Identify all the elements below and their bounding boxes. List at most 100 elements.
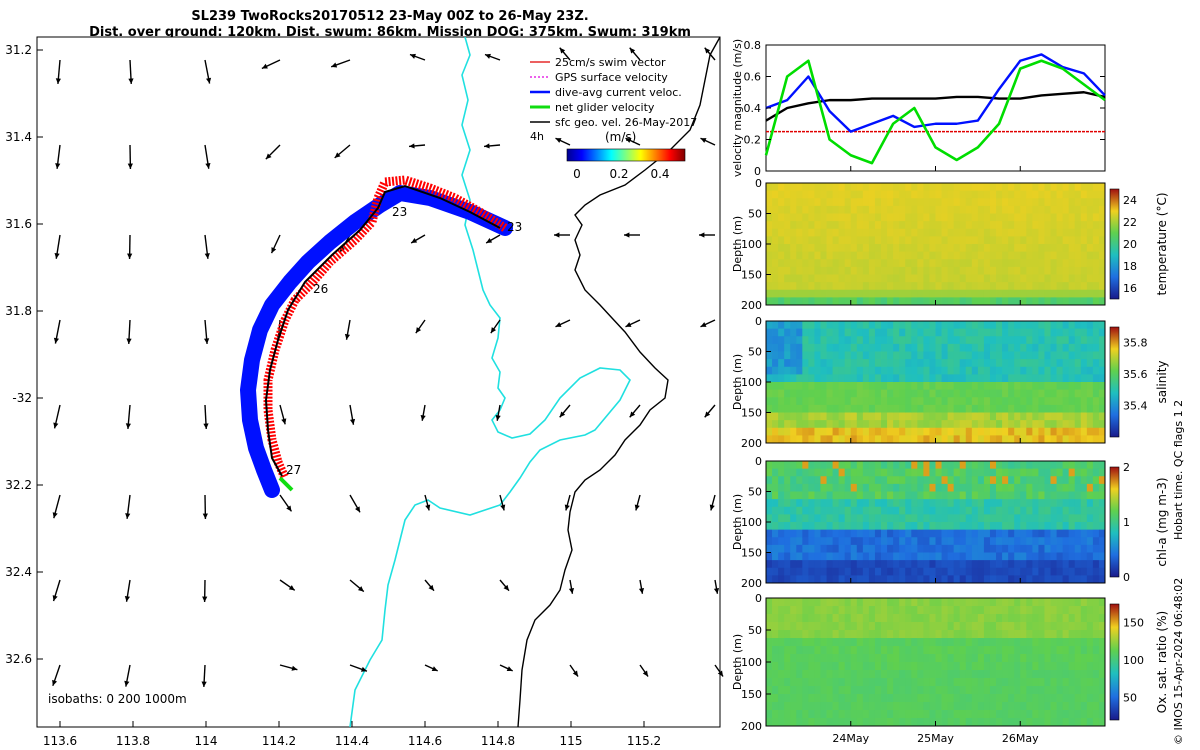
colorbar-tick-label: 0 [1123, 571, 1130, 584]
heatmap-cell [814, 461, 821, 470]
heatmap-cell [1092, 183, 1100, 192]
legend-label: net glider velocity [555, 101, 655, 114]
heatmap-cell [868, 427, 876, 436]
heatmap-cell [1044, 560, 1051, 569]
heatmap-cell [971, 397, 979, 406]
heatmap-cell [887, 686, 894, 695]
heatmap-cell [778, 622, 785, 631]
heatmap-cell [959, 404, 967, 413]
heatmap-cell [1068, 297, 1076, 306]
heatmap-cell [814, 686, 821, 695]
heatmap-cell [989, 321, 997, 330]
heatmap-cell [911, 412, 918, 421]
heatmap-cell [778, 506, 785, 515]
heatmap-cell [766, 366, 773, 375]
heatmap-cell [977, 522, 985, 531]
heatmap-cell [947, 190, 955, 199]
heatmap-cell [790, 351, 797, 360]
heatmap-cell [1098, 343, 1106, 352]
heatmap-cell [1056, 491, 1064, 500]
track-day-label: 23 [507, 220, 522, 234]
heatmap-cell [923, 514, 930, 523]
heatmap-cell [844, 499, 852, 508]
heatmap-cell [814, 259, 821, 268]
heatmap-cell [856, 259, 864, 268]
heatmap-cell [772, 427, 779, 436]
heatmap-cell [899, 297, 906, 306]
heatmap-cell [941, 506, 948, 515]
heatmap-cell [1074, 274, 1082, 283]
heatmap-cell [911, 614, 918, 623]
velocity-arrow [201, 664, 207, 688]
heatmap-cell [1068, 213, 1076, 222]
heatmap-cell [1050, 622, 1057, 631]
heatmap-cell [820, 544, 827, 553]
heatmap-cell [923, 205, 930, 214]
heatmap-cell [796, 282, 803, 291]
heatmap-cell [808, 282, 815, 291]
heatmap-cell [1044, 282, 1051, 291]
heatmap-cell [838, 544, 846, 553]
heatmap-cell [850, 506, 858, 515]
heatmap-cell [784, 491, 791, 500]
heatmap-cell [935, 382, 942, 391]
heatmap-cell [838, 412, 846, 421]
heatmap-cell [887, 483, 894, 492]
heatmap-cell [941, 289, 948, 298]
heatmap-cell [1032, 468, 1039, 477]
heatmap-cell [796, 552, 803, 561]
heatmap-cell [1026, 461, 1033, 470]
heatmap-cell [862, 544, 870, 553]
heatmap-cell [1008, 366, 1015, 375]
arrow-head [484, 143, 490, 149]
velocity-arrow [279, 579, 296, 591]
heatmap-cell [790, 622, 797, 631]
heatmap-cell [959, 359, 967, 368]
heatmap-cell [1044, 397, 1051, 406]
heatmap-cell [844, 506, 852, 515]
heatmap-cell [850, 259, 858, 268]
heatmap-cell [959, 598, 967, 607]
heatmap-cell [1074, 336, 1082, 345]
depth-tick-label: 150 [741, 407, 762, 420]
heatmap-cell [1044, 213, 1051, 222]
heatmap-cell [1092, 359, 1100, 368]
heatmap-cell [965, 662, 973, 671]
velocity-arrow [279, 664, 298, 671]
heatmap-cell [1044, 522, 1051, 531]
heatmap-cell [1080, 718, 1088, 727]
heatmap-cell [1092, 476, 1100, 485]
velocity-arrow [125, 494, 131, 519]
heatmap-cell [1002, 427, 1009, 436]
heatmap-cell [1068, 567, 1076, 576]
heatmap-cell [971, 614, 979, 623]
heatmap-cell [899, 274, 906, 283]
heatmap-cell [1020, 412, 1027, 421]
heatmap-cell [965, 297, 973, 306]
heatmap-cell [1062, 412, 1070, 421]
heatmap-cell [1086, 427, 1094, 436]
heatmap-cell [772, 654, 779, 663]
heatmap-cell [1080, 190, 1088, 199]
heatmap-cell [1074, 575, 1082, 584]
heatmap-cell [989, 468, 997, 477]
heatmap-cell [844, 575, 852, 584]
heatmap-cell [796, 529, 803, 538]
depth-tick-label: 0 [755, 315, 762, 328]
heatmap-cell [923, 435, 930, 444]
heatmap-cell [1008, 289, 1015, 298]
heatmap-cell [856, 266, 864, 275]
heatmap-cell [1050, 710, 1057, 719]
heatmap-cell [977, 190, 985, 199]
heatmap-cell [1026, 336, 1033, 345]
heatmap-cell [935, 630, 942, 639]
heatmap-cell [1062, 389, 1070, 398]
heatmap-cell [1014, 205, 1021, 214]
heatmap-cell [929, 710, 936, 719]
heatmap-cell [977, 718, 985, 727]
heatmap-cell [947, 506, 955, 515]
heatmap-cell [893, 336, 900, 345]
heatmap-cell [935, 678, 942, 687]
heatmap-cell [1044, 718, 1051, 727]
heatmap-cell [1062, 506, 1070, 515]
